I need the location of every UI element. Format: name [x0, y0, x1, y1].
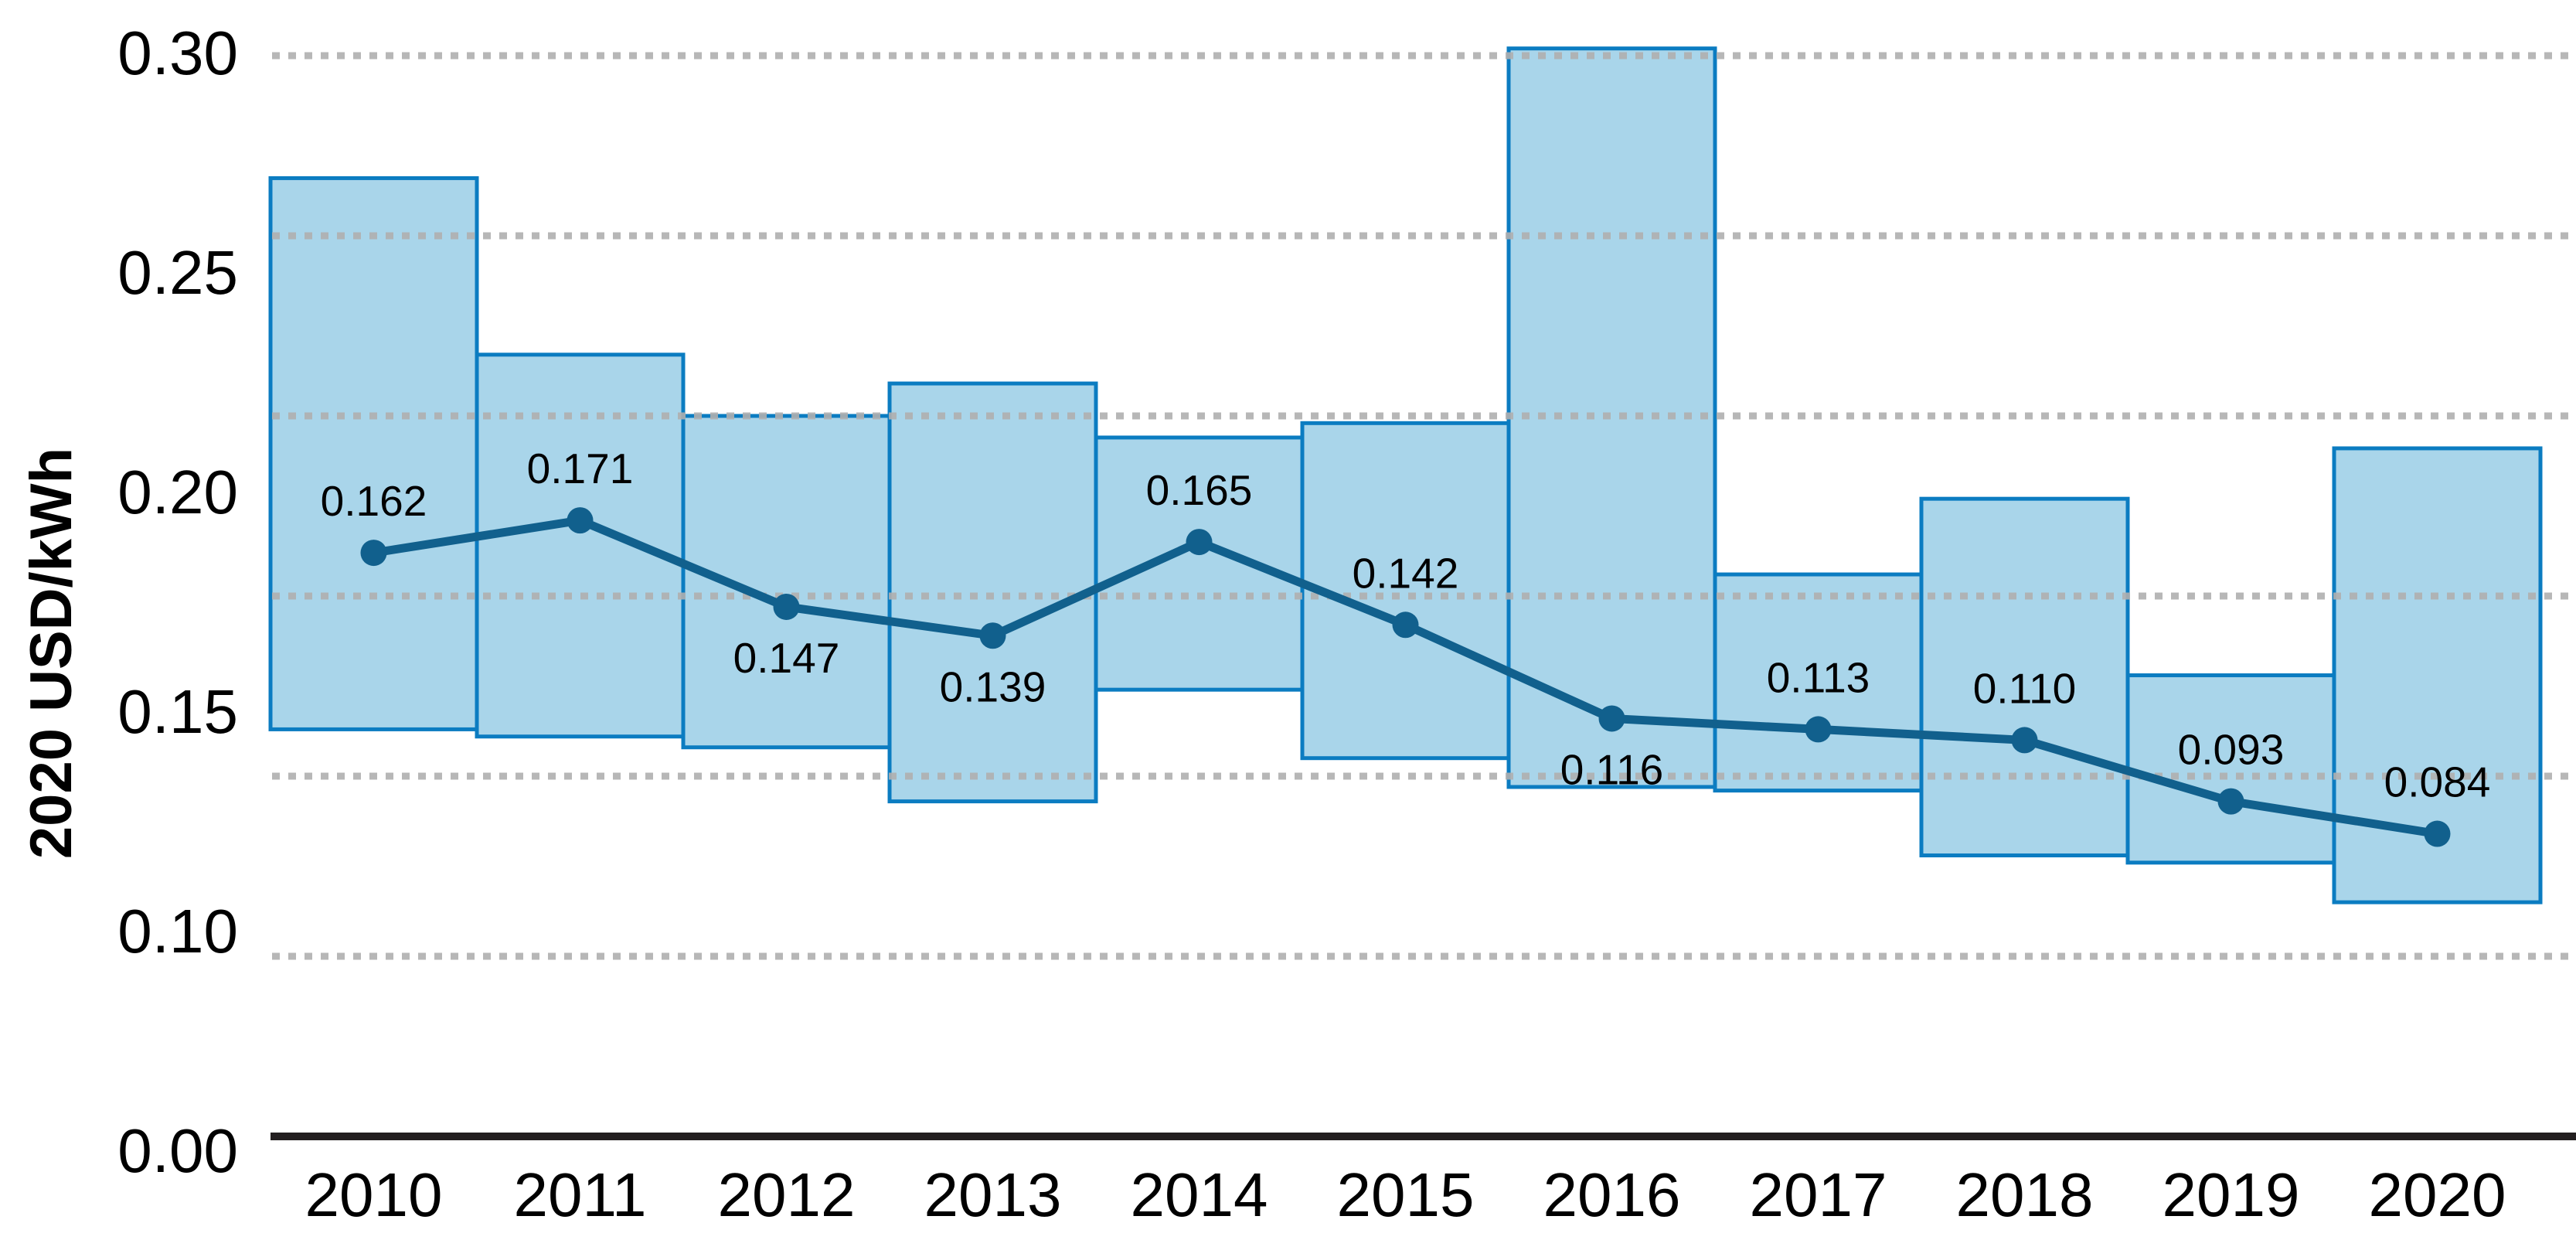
x-tick-label-2015: 2015: [1337, 1160, 1475, 1229]
data-point-2016: [1598, 705, 1625, 732]
x-tick-label-2017: 2017: [1750, 1160, 1887, 1229]
range-bar-2017: [1713, 572, 1924, 793]
data-point-2011: [567, 507, 594, 534]
range-bar-2014: [1094, 435, 1305, 692]
data-point-2019: [2217, 788, 2244, 815]
x-tick-label-2016: 2016: [1543, 1160, 1681, 1229]
value-label-2016: 0.116: [1560, 745, 1664, 793]
y-tick-label-0.30: 0.30: [117, 19, 238, 87]
data-point-2020: [2424, 820, 2451, 847]
y-axis-title: 2020 USD/kWh: [19, 448, 84, 859]
data-point-2015: [1392, 611, 1419, 639]
x-tick-label-2011: 2011: [513, 1160, 646, 1229]
range-bars-group: [268, 46, 2543, 904]
value-label-2010: 0.162: [321, 477, 427, 525]
range-bar-2013: [887, 381, 1098, 804]
data-point-2014: [1186, 529, 1213, 556]
data-labels-group: 0.162 0.171 0.147 0.139 0.165 0.142 0.116 0.113…: [321, 445, 2491, 806]
value-label-2011: 0.171: [527, 445, 634, 492]
x-tick-label-2013: 2013: [924, 1160, 1062, 1229]
gridlines-group: [272, 52, 2576, 960]
x-tick-label-2012: 2012: [718, 1160, 856, 1229]
y-tick-label-0.20: 0.20: [117, 458, 238, 526]
value-label-2020: 0.084: [2384, 758, 2491, 806]
value-label-2014: 0.165: [1146, 466, 1253, 514]
value-label-2017: 0.113: [1767, 653, 1870, 701]
y-tick-label-0.00: 0.00: [117, 1116, 238, 1185]
range-bar-2011: [475, 353, 686, 739]
x-tick-labels-group: 2010 2011 2012 2013 2014 2015 2016 2017 2018 2019…: [305, 1160, 2506, 1229]
data-point-2012: [773, 593, 800, 620]
x-tick-label-2010: 2010: [305, 1160, 443, 1229]
x-tick-label-2020: 2020: [2369, 1160, 2506, 1229]
value-label-2012: 0.147: [733, 634, 840, 682]
range-bar-2015: [1300, 421, 1511, 761]
x-tick-label-2014: 2014: [1131, 1160, 1268, 1229]
average-line-group: [360, 507, 2451, 847]
data-point-2018: [2011, 727, 2038, 754]
data-point-2010: [360, 540, 387, 567]
data-point-2017: [1805, 716, 1832, 743]
y-tick-label-0.10: 0.10: [117, 897, 238, 966]
data-point-2013: [979, 622, 1006, 649]
range-bar-2010: [268, 175, 479, 731]
range-bar-2018: [1919, 496, 2130, 858]
range-bar-2012: [681, 414, 892, 750]
y-tick-label-0.15: 0.15: [117, 677, 238, 746]
y-tick-label-0.25: 0.25: [117, 238, 238, 307]
x-tick-label-2018: 2018: [1956, 1160, 2094, 1229]
y-tick-labels-group: 0.30 0.25 0.20 0.15 0.10 0.00: [117, 19, 238, 1185]
value-label-2019: 0.093: [2178, 726, 2285, 774]
range-bar-2019: [2125, 673, 2336, 865]
x-tick-label-2019: 2019: [2163, 1160, 2300, 1229]
value-label-2013: 0.139: [940, 663, 1046, 710]
value-label-2018: 0.110: [1973, 664, 2077, 712]
value-label-2015: 0.142: [1353, 549, 1459, 597]
